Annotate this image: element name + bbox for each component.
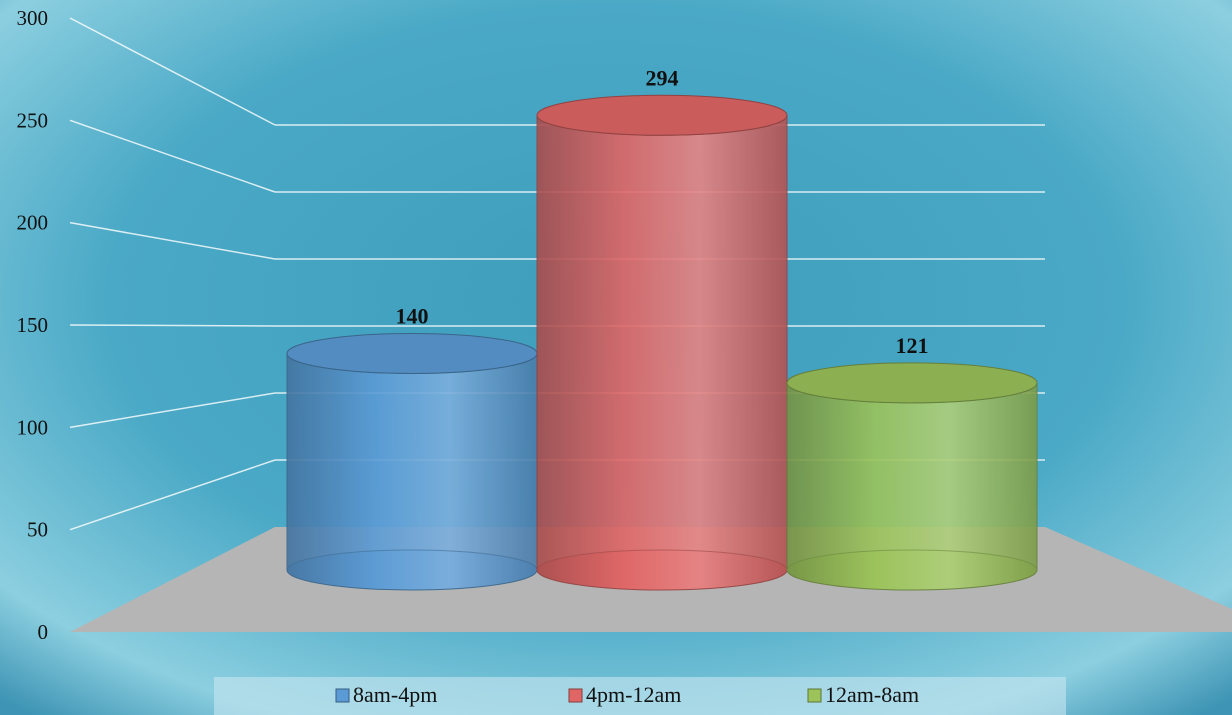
y-tick-label: 50 <box>27 518 48 542</box>
data-label: 294 <box>646 65 679 90</box>
legend-item: 8am-4pm <box>335 682 437 707</box>
cylinder-top <box>286 332 538 374</box>
cylinder-bar <box>286 332 538 591</box>
cylinder-base-edge <box>536 549 788 571</box>
legend-swatch <box>568 688 583 703</box>
cylinder-body <box>536 115 788 591</box>
gridline-perspective <box>69 392 276 429</box>
cylinder-base-edge <box>786 549 1038 571</box>
y-tick-label: 200 <box>17 211 49 235</box>
legend-item: 4pm-12am <box>568 682 681 707</box>
gridline-perspective <box>69 459 276 531</box>
cylinder-body <box>286 353 538 591</box>
cylinder-bar <box>786 362 1038 591</box>
cylinder-top <box>786 362 1038 404</box>
y-tick-label: 300 <box>17 6 49 30</box>
legend-swatch <box>807 688 822 703</box>
cylinder-base-edge <box>286 549 538 571</box>
legend-item: 12am-8am <box>807 682 919 707</box>
legend-swatch <box>335 688 350 703</box>
cylinder-top <box>536 94 788 136</box>
gridline-perspective <box>69 221 276 260</box>
y-tick-label: 150 <box>17 313 49 337</box>
legend-box <box>214 677 1066 715</box>
legend-label: 12am-8am <box>825 682 919 707</box>
legend-label: 8am-4pm <box>353 682 437 707</box>
y-tick-label: 250 <box>17 108 49 132</box>
y-tick-label: 100 <box>17 415 49 439</box>
data-label: 140 <box>396 303 429 328</box>
cylinder-bar <box>536 94 788 591</box>
gridline-perspective <box>69 324 276 327</box>
legend-label: 4pm-12am <box>586 682 681 707</box>
gridline-perspective <box>69 17 276 126</box>
data-label: 121 <box>896 333 929 358</box>
gridline-perspective <box>69 119 276 193</box>
cylinder-body <box>786 382 1038 591</box>
y-tick-label: 0 <box>38 620 49 644</box>
